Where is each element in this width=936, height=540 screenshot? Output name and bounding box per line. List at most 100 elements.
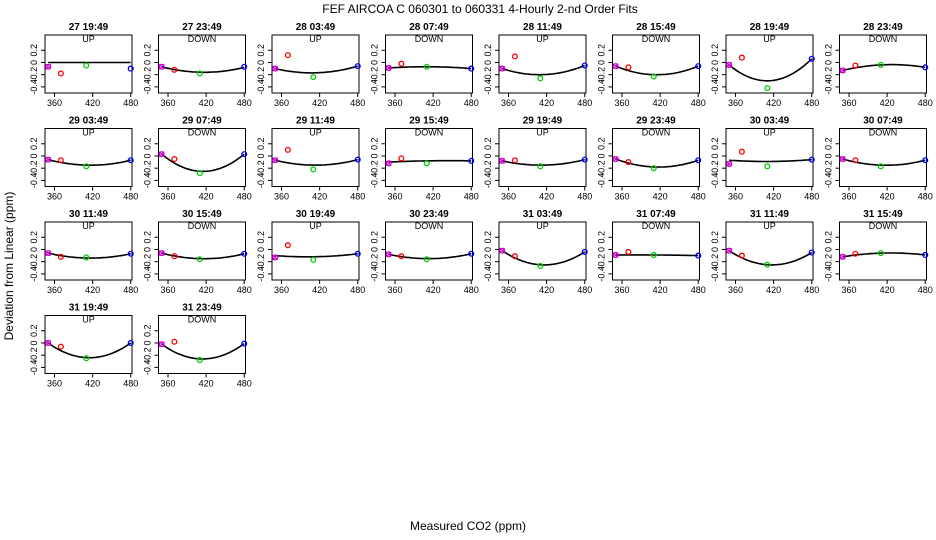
x-tick-label: 360 [47, 379, 62, 389]
data-point [650, 165, 657, 172]
panel-title: 30 11:49 [69, 209, 108, 220]
data-point [625, 159, 632, 166]
x-tick-label: 360 [161, 192, 176, 202]
panel-title: 30 19:49 [296, 209, 336, 220]
x-tick-label: 360 [161, 98, 176, 108]
y-tick-label: 0 [824, 60, 834, 65]
x-tick-label: 480 [464, 98, 479, 108]
x-tick-label: 480 [691, 285, 706, 295]
data-point [423, 63, 430, 70]
x-tick-label: 480 [804, 192, 819, 202]
data-point [612, 251, 619, 259]
x-tick-label: 420 [426, 98, 441, 108]
y-tick-label: -0.4 [483, 266, 493, 282]
y-tick-label: 0.2 [710, 231, 720, 244]
data-point [468, 250, 475, 257]
x-tick-label: 420 [766, 285, 781, 295]
fit-curve [48, 252, 131, 259]
y-tick-label: 0.2 [370, 44, 380, 57]
y-tick-label: 0.2 [597, 138, 607, 151]
data-point-mark [612, 252, 619, 258]
y-tick-label: 0 [143, 153, 153, 158]
data-point [354, 63, 361, 70]
panel-direction: DOWN [188, 34, 217, 44]
data-point [468, 65, 475, 72]
data-point [511, 53, 518, 60]
data-point [650, 251, 657, 259]
x-tick-label: 420 [653, 285, 668, 295]
panel-title: 30 03:49 [750, 116, 790, 127]
data-point [158, 63, 165, 70]
y-tick-label: -0.4 [256, 173, 266, 189]
x-tick-label: 360 [501, 285, 516, 295]
x-tick-label: 360 [274, 98, 289, 108]
y-tick-label: 0 [483, 153, 493, 158]
y-tick-label: 0.2 [256, 138, 266, 151]
panel-direction: UP [309, 128, 322, 138]
data-point [726, 61, 733, 68]
panel-direction: DOWN [188, 315, 217, 325]
panel-title: 30 23:49 [409, 209, 449, 220]
panel-direction: DOWN [642, 221, 671, 231]
y-tick-label: -0.2 [597, 67, 607, 83]
x-tick-label: 360 [161, 379, 176, 389]
x-tick-label: 360 [161, 285, 176, 295]
data-point-mark [499, 247, 506, 254]
data-point [241, 151, 248, 158]
y-tick-label: 0.2 [483, 138, 493, 151]
x-tick-label: 480 [464, 192, 479, 202]
y-tick-label: -0.2 [483, 67, 493, 83]
data-point [499, 247, 506, 254]
data-point [852, 250, 859, 257]
data-point [625, 248, 632, 255]
y-tick-label: 0 [29, 247, 39, 252]
data-point-mark [839, 156, 846, 162]
data-point [839, 253, 846, 260]
data-point [45, 339, 52, 347]
panel-title: 31 11:49 [750, 209, 789, 220]
x-tick-label: 480 [123, 192, 138, 202]
x-tick-label: 360 [615, 285, 630, 295]
data-point-mark [272, 157, 279, 164]
y-tick-label: -0.2 [824, 67, 834, 83]
x-tick-label: 480 [237, 379, 252, 389]
x-axis-label: Measured CO2 (ppm) [410, 519, 526, 533]
fit-curve [388, 252, 472, 260]
data-point [196, 256, 203, 263]
x-tick-label: 360 [47, 98, 62, 108]
data-point [738, 252, 745, 259]
data-point-mark [272, 65, 279, 72]
data-point [241, 340, 248, 347]
x-tick-label: 360 [388, 98, 403, 108]
data-point [581, 62, 588, 69]
y-tick-label: -0.4 [710, 79, 720, 95]
data-point-mark [45, 156, 52, 163]
fit-curve [842, 252, 926, 258]
panel-frame [44, 34, 133, 94]
figure-title: FEF AIRCOA C 060301 to 060331 4-Hourly 2… [322, 2, 637, 16]
data-point [127, 65, 134, 72]
data-point [284, 242, 291, 249]
x-tick-label: 420 [312, 98, 327, 108]
data-point [808, 249, 815, 256]
panel-direction: DOWN [188, 128, 217, 138]
data-point [45, 250, 52, 257]
y-tick-label: -0.4 [370, 173, 380, 189]
data-point [310, 166, 317, 173]
y-tick-label: 0.2 [597, 231, 607, 244]
x-tick-label: 480 [237, 192, 252, 202]
fit-curve [47, 342, 132, 359]
y-tick-label: 0.2 [29, 325, 39, 338]
data-point-mark [385, 160, 392, 167]
y-tick-label: -0.2 [483, 160, 493, 176]
y-tick-label: -0.2 [29, 67, 39, 83]
y-tick-label: 0 [370, 247, 380, 252]
data-point-mark [385, 65, 392, 71]
y-tick-label: -0.2 [370, 254, 380, 270]
data-point [839, 155, 846, 163]
x-tick-label: 480 [918, 285, 933, 295]
